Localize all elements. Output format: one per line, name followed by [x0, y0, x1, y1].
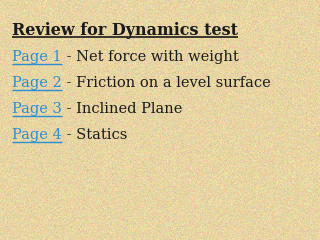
Text: Page 2: Page 2	[12, 76, 62, 90]
Text: - Friction on a level surface: - Friction on a level surface	[62, 76, 270, 90]
Text: Page 3: Page 3	[12, 102, 62, 116]
Text: - Inclined Plane: - Inclined Plane	[62, 102, 182, 116]
Text: Review for Dynamics test: Review for Dynamics test	[12, 22, 238, 39]
Text: - Statics: - Statics	[62, 128, 127, 142]
Text: Page 1: Page 1	[12, 50, 62, 64]
Text: - Net force with weight: - Net force with weight	[62, 50, 238, 64]
Text: Page 4: Page 4	[12, 128, 62, 142]
